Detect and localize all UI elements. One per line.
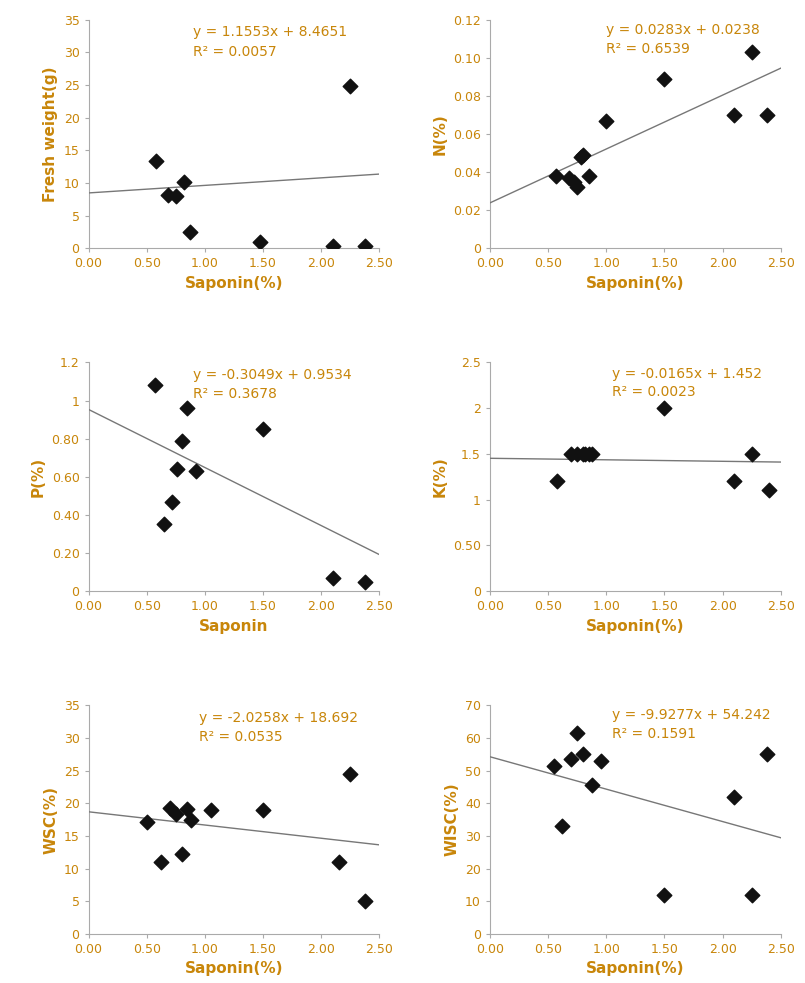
X-axis label: Saponin(%): Saponin(%) xyxy=(184,276,283,291)
Text: R² = 0.3678: R² = 0.3678 xyxy=(193,386,277,401)
Point xyxy=(571,446,584,462)
Point xyxy=(658,400,671,416)
Point xyxy=(761,746,774,762)
Text: R² = 0.0057: R² = 0.0057 xyxy=(193,45,277,59)
Y-axis label: P(%): P(%) xyxy=(31,457,46,496)
Text: R² = 0.6539: R² = 0.6539 xyxy=(606,42,690,56)
Point xyxy=(204,802,217,818)
Y-axis label: N(%): N(%) xyxy=(432,113,448,154)
Point xyxy=(565,446,578,462)
Point xyxy=(600,113,613,129)
Y-axis label: Fresh weight(g): Fresh weight(g) xyxy=(43,66,58,202)
Point xyxy=(359,239,372,255)
Point xyxy=(565,751,578,767)
Point xyxy=(257,422,270,437)
Point xyxy=(169,188,182,203)
Point xyxy=(579,446,592,462)
Point xyxy=(586,446,599,462)
Text: R² = 0.1591: R² = 0.1591 xyxy=(612,727,696,741)
Point xyxy=(728,107,741,123)
X-axis label: Saponin: Saponin xyxy=(200,618,269,634)
Point xyxy=(563,170,576,186)
Point xyxy=(148,377,161,393)
Text: y = -0.0165x + 1.452: y = -0.0165x + 1.452 xyxy=(612,367,762,380)
Point xyxy=(166,493,179,509)
Point xyxy=(547,758,560,774)
X-axis label: Saponin(%): Saponin(%) xyxy=(184,961,283,976)
Point xyxy=(253,234,266,250)
Point xyxy=(332,854,345,870)
Point xyxy=(583,168,596,184)
Text: y = 1.1553x + 8.4651: y = 1.1553x + 8.4651 xyxy=(193,26,348,39)
Point xyxy=(257,802,270,818)
Point xyxy=(327,570,340,586)
Point xyxy=(571,725,584,741)
Point xyxy=(745,887,758,902)
Point xyxy=(658,71,671,87)
Point xyxy=(189,463,202,479)
Point xyxy=(344,78,357,93)
Point xyxy=(574,148,587,164)
Point xyxy=(161,187,174,202)
Point xyxy=(175,845,188,861)
Point xyxy=(576,147,589,163)
Text: R² = 0.0023: R² = 0.0023 xyxy=(612,385,696,399)
Y-axis label: WISC(%): WISC(%) xyxy=(444,782,460,856)
Point xyxy=(658,887,671,902)
Point xyxy=(761,107,774,123)
Point xyxy=(359,574,372,590)
Point xyxy=(181,801,194,817)
Point xyxy=(550,168,563,184)
Point xyxy=(158,516,171,532)
Point xyxy=(181,400,194,416)
Y-axis label: K(%): K(%) xyxy=(432,456,448,497)
Text: R² = 0.0535: R² = 0.0535 xyxy=(199,730,283,744)
Point xyxy=(583,446,596,462)
Point xyxy=(150,153,163,169)
Point xyxy=(184,812,197,828)
Point xyxy=(359,893,372,908)
Point xyxy=(728,788,741,804)
Point xyxy=(178,174,191,190)
Text: y = -2.0258x + 18.692: y = -2.0258x + 18.692 xyxy=(199,711,358,724)
Point xyxy=(327,239,340,255)
Point xyxy=(344,766,357,781)
Text: y = -0.3049x + 0.9534: y = -0.3049x + 0.9534 xyxy=(193,368,352,381)
Point xyxy=(586,778,599,793)
Point xyxy=(175,433,188,448)
Point xyxy=(155,854,167,870)
Y-axis label: WSC(%): WSC(%) xyxy=(43,785,58,853)
Point xyxy=(745,44,758,60)
Point xyxy=(576,446,589,462)
Point xyxy=(171,461,184,477)
Point xyxy=(568,174,580,190)
Text: y = 0.0283x + 0.0238: y = 0.0283x + 0.0238 xyxy=(606,23,760,36)
Point xyxy=(184,224,196,240)
Point xyxy=(576,746,589,762)
Point xyxy=(551,474,563,490)
X-axis label: Saponin(%): Saponin(%) xyxy=(586,961,685,976)
Point xyxy=(571,180,584,196)
Point xyxy=(728,474,741,490)
Point xyxy=(163,800,176,816)
Point xyxy=(169,806,182,822)
Point xyxy=(594,753,607,769)
X-axis label: Saponin(%): Saponin(%) xyxy=(586,618,685,634)
Point xyxy=(140,814,153,830)
Text: y = -9.9277x + 54.242: y = -9.9277x + 54.242 xyxy=(612,708,770,722)
X-axis label: Saponin(%): Saponin(%) xyxy=(586,276,685,291)
Point xyxy=(763,483,776,498)
Point xyxy=(745,446,758,462)
Point xyxy=(555,818,568,834)
